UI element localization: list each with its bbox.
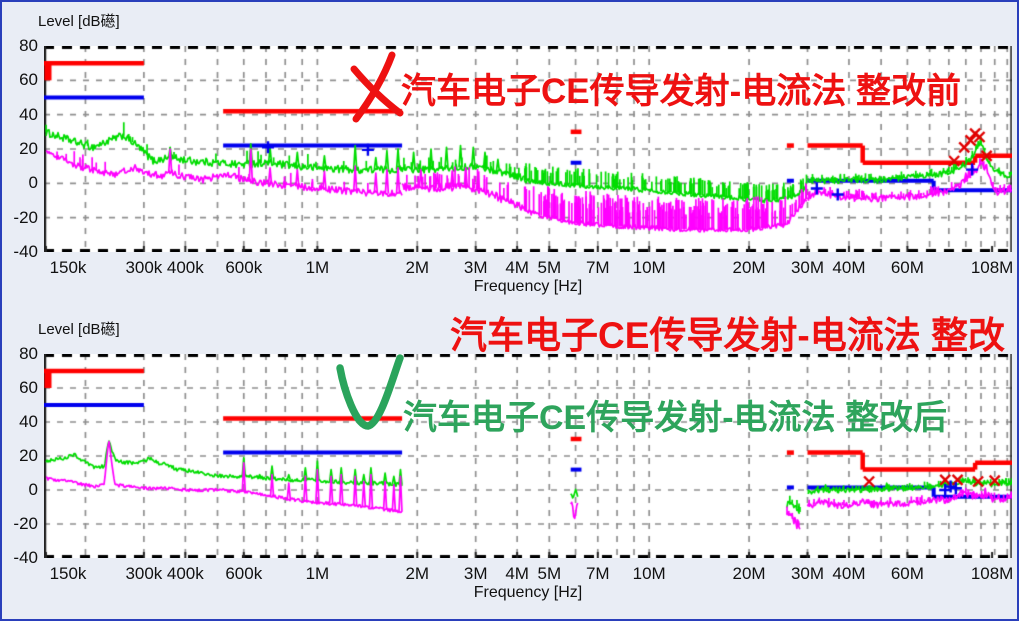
x-tick-label: 4M [505,258,529,277]
x-tick-label: 40M [832,564,866,583]
fail-cross-icon [350,51,404,123]
x-tick-label: 7M [585,258,610,277]
x-tick-label: 300k [125,258,163,277]
x-tick-label: 108M [970,258,1014,277]
y-tick-label: -20 [13,514,38,533]
x-tick-label: 600k [225,258,263,277]
x-tick-label: 5M [537,564,562,583]
y-tick-label: 20 [19,446,38,465]
x-tick-label: 400k [166,258,204,277]
x-tick-label: 1M [305,564,330,583]
x-tick-label: 300k [125,564,163,583]
y-tick-label: -40 [13,242,38,261]
x-tick-label: 20M [732,258,766,277]
plot-area-before [44,46,1012,252]
x-tick-label: 5M [537,258,562,277]
x-tick-label: 2M [405,258,430,277]
report-title: 汽车电子CE传导发射-电流法 整改 [450,315,1005,356]
y-tick-label: 80 [19,36,38,55]
x-tick-label: 60M [890,564,924,583]
x-tick-label: 60M [890,258,924,277]
x-tick-label: 30M [790,258,825,277]
x-tick-label: 10M [632,564,666,583]
x-tick-label: 2M [405,564,430,583]
annotation-before: 汽车电子CE传导发射-电流法 整改前 [401,72,962,111]
x-axis-title: Frequency [Hz] [473,584,583,601]
x-tick-label: 400k [166,564,204,583]
y-axis-title: Level [dB礠] [38,13,120,30]
y-tick-label: 40 [19,412,38,431]
x-tick-label: 10M [632,258,666,277]
y-tick-label: 0 [28,173,38,193]
x-tick-label: 30M [790,564,825,583]
x-tick-label: 150k [49,258,87,277]
x-tick-label: 3M [463,564,488,583]
y-tick-label: 20 [19,139,38,158]
x-tick-label: 40M [832,258,866,277]
pass-check-icon [336,354,404,430]
x-tick-label: 20M [732,564,766,583]
y-tick-label: 0 [28,480,38,499]
x-tick-label: 3M [463,258,488,277]
y-tick-label: -20 [13,207,38,227]
annotation-after: 汽车电子CE传导发射-电流法 整改后 [403,399,947,437]
x-tick-label: 150k [49,564,87,583]
x-tick-label: 600k [225,564,263,583]
x-tick-label: 4M [505,564,529,583]
x-tick-label: 108M [970,564,1014,583]
y-tick-label: 80 [19,344,38,363]
y-tick-label: 60 [19,70,38,90]
x-axis-title: Frequency [Hz] [473,278,583,295]
x-tick-label: 7M [585,564,610,583]
y-tick-label: 60 [19,378,38,397]
y-tick-label: -40 [13,548,38,567]
y-tick-label: 40 [19,104,38,124]
y-axis-title: Level [dB礠] [38,321,120,338]
x-tick-label: 1M [305,258,330,277]
plot-area-after [44,354,1012,558]
